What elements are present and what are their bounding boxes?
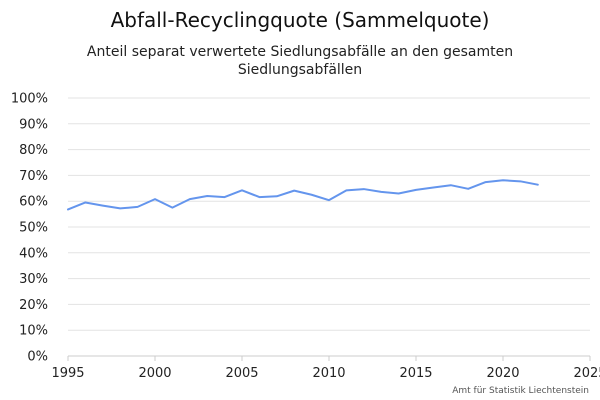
x-tick-label: 2025 (573, 366, 600, 381)
series-layer (67, 179, 539, 211)
data-point (241, 189, 243, 191)
data-point (380, 191, 382, 193)
y-tick-label: 20% (19, 298, 48, 313)
data-point (119, 207, 121, 209)
source-credit: Amt für Statistik Liechtenstein (452, 386, 589, 396)
data-point (84, 201, 86, 203)
x-tick-label: 2010 (312, 366, 345, 381)
y-tick-label: 30% (19, 272, 48, 287)
data-point (345, 189, 347, 191)
data-point (519, 180, 521, 182)
x-tick-label: 2005 (225, 366, 258, 381)
y-tick-label: 40% (19, 246, 48, 261)
x-tick-label: 2020 (486, 366, 519, 381)
data-point (311, 194, 313, 196)
data-point (276, 195, 278, 197)
data-point (189, 198, 191, 200)
data-point (137, 206, 139, 208)
data-point (224, 196, 226, 198)
x-tick-label: 2015 (399, 366, 432, 381)
data-point (206, 195, 208, 197)
data-point (537, 184, 539, 186)
data-point (398, 192, 400, 194)
data-point (467, 188, 469, 190)
y-tick-label: 0% (27, 350, 48, 365)
data-point (154, 198, 156, 200)
data-point (258, 196, 260, 198)
y-tick-label: 50% (19, 221, 48, 236)
data-point (415, 189, 417, 191)
data-point (293, 190, 295, 192)
data-point (502, 179, 504, 181)
y-tick-label: 60% (19, 195, 48, 210)
data-point (102, 205, 104, 207)
y-tick-label: 90% (19, 117, 48, 132)
data-point (485, 181, 487, 183)
y-tick-label: 80% (19, 143, 48, 158)
series-line (67, 179, 539, 211)
data-point (328, 199, 330, 201)
data-point (450, 184, 452, 186)
chart-title: Abfall-Recyclingquote (Sammelquote) (110, 8, 490, 32)
data-point (67, 208, 69, 210)
grid-lines (68, 97, 590, 331)
data-point (171, 207, 173, 209)
y-tick-label: 100% (11, 92, 48, 107)
chart-subtitle: Anteil separat verwertete Siedlungsabfäl… (86, 44, 514, 78)
axes (67, 355, 591, 361)
data-point (432, 187, 434, 189)
y-tick-label: 70% (19, 169, 48, 184)
y-tick-label: 10% (19, 324, 48, 339)
x-tick-label: 2000 (138, 366, 171, 381)
data-point (363, 188, 365, 190)
tick-labels: 0% 10% 20% 30% 40% 50% 60% 70% 80% 90% 100% 1995 200… (11, 92, 600, 382)
x-tick-label: 1995 (51, 366, 84, 381)
